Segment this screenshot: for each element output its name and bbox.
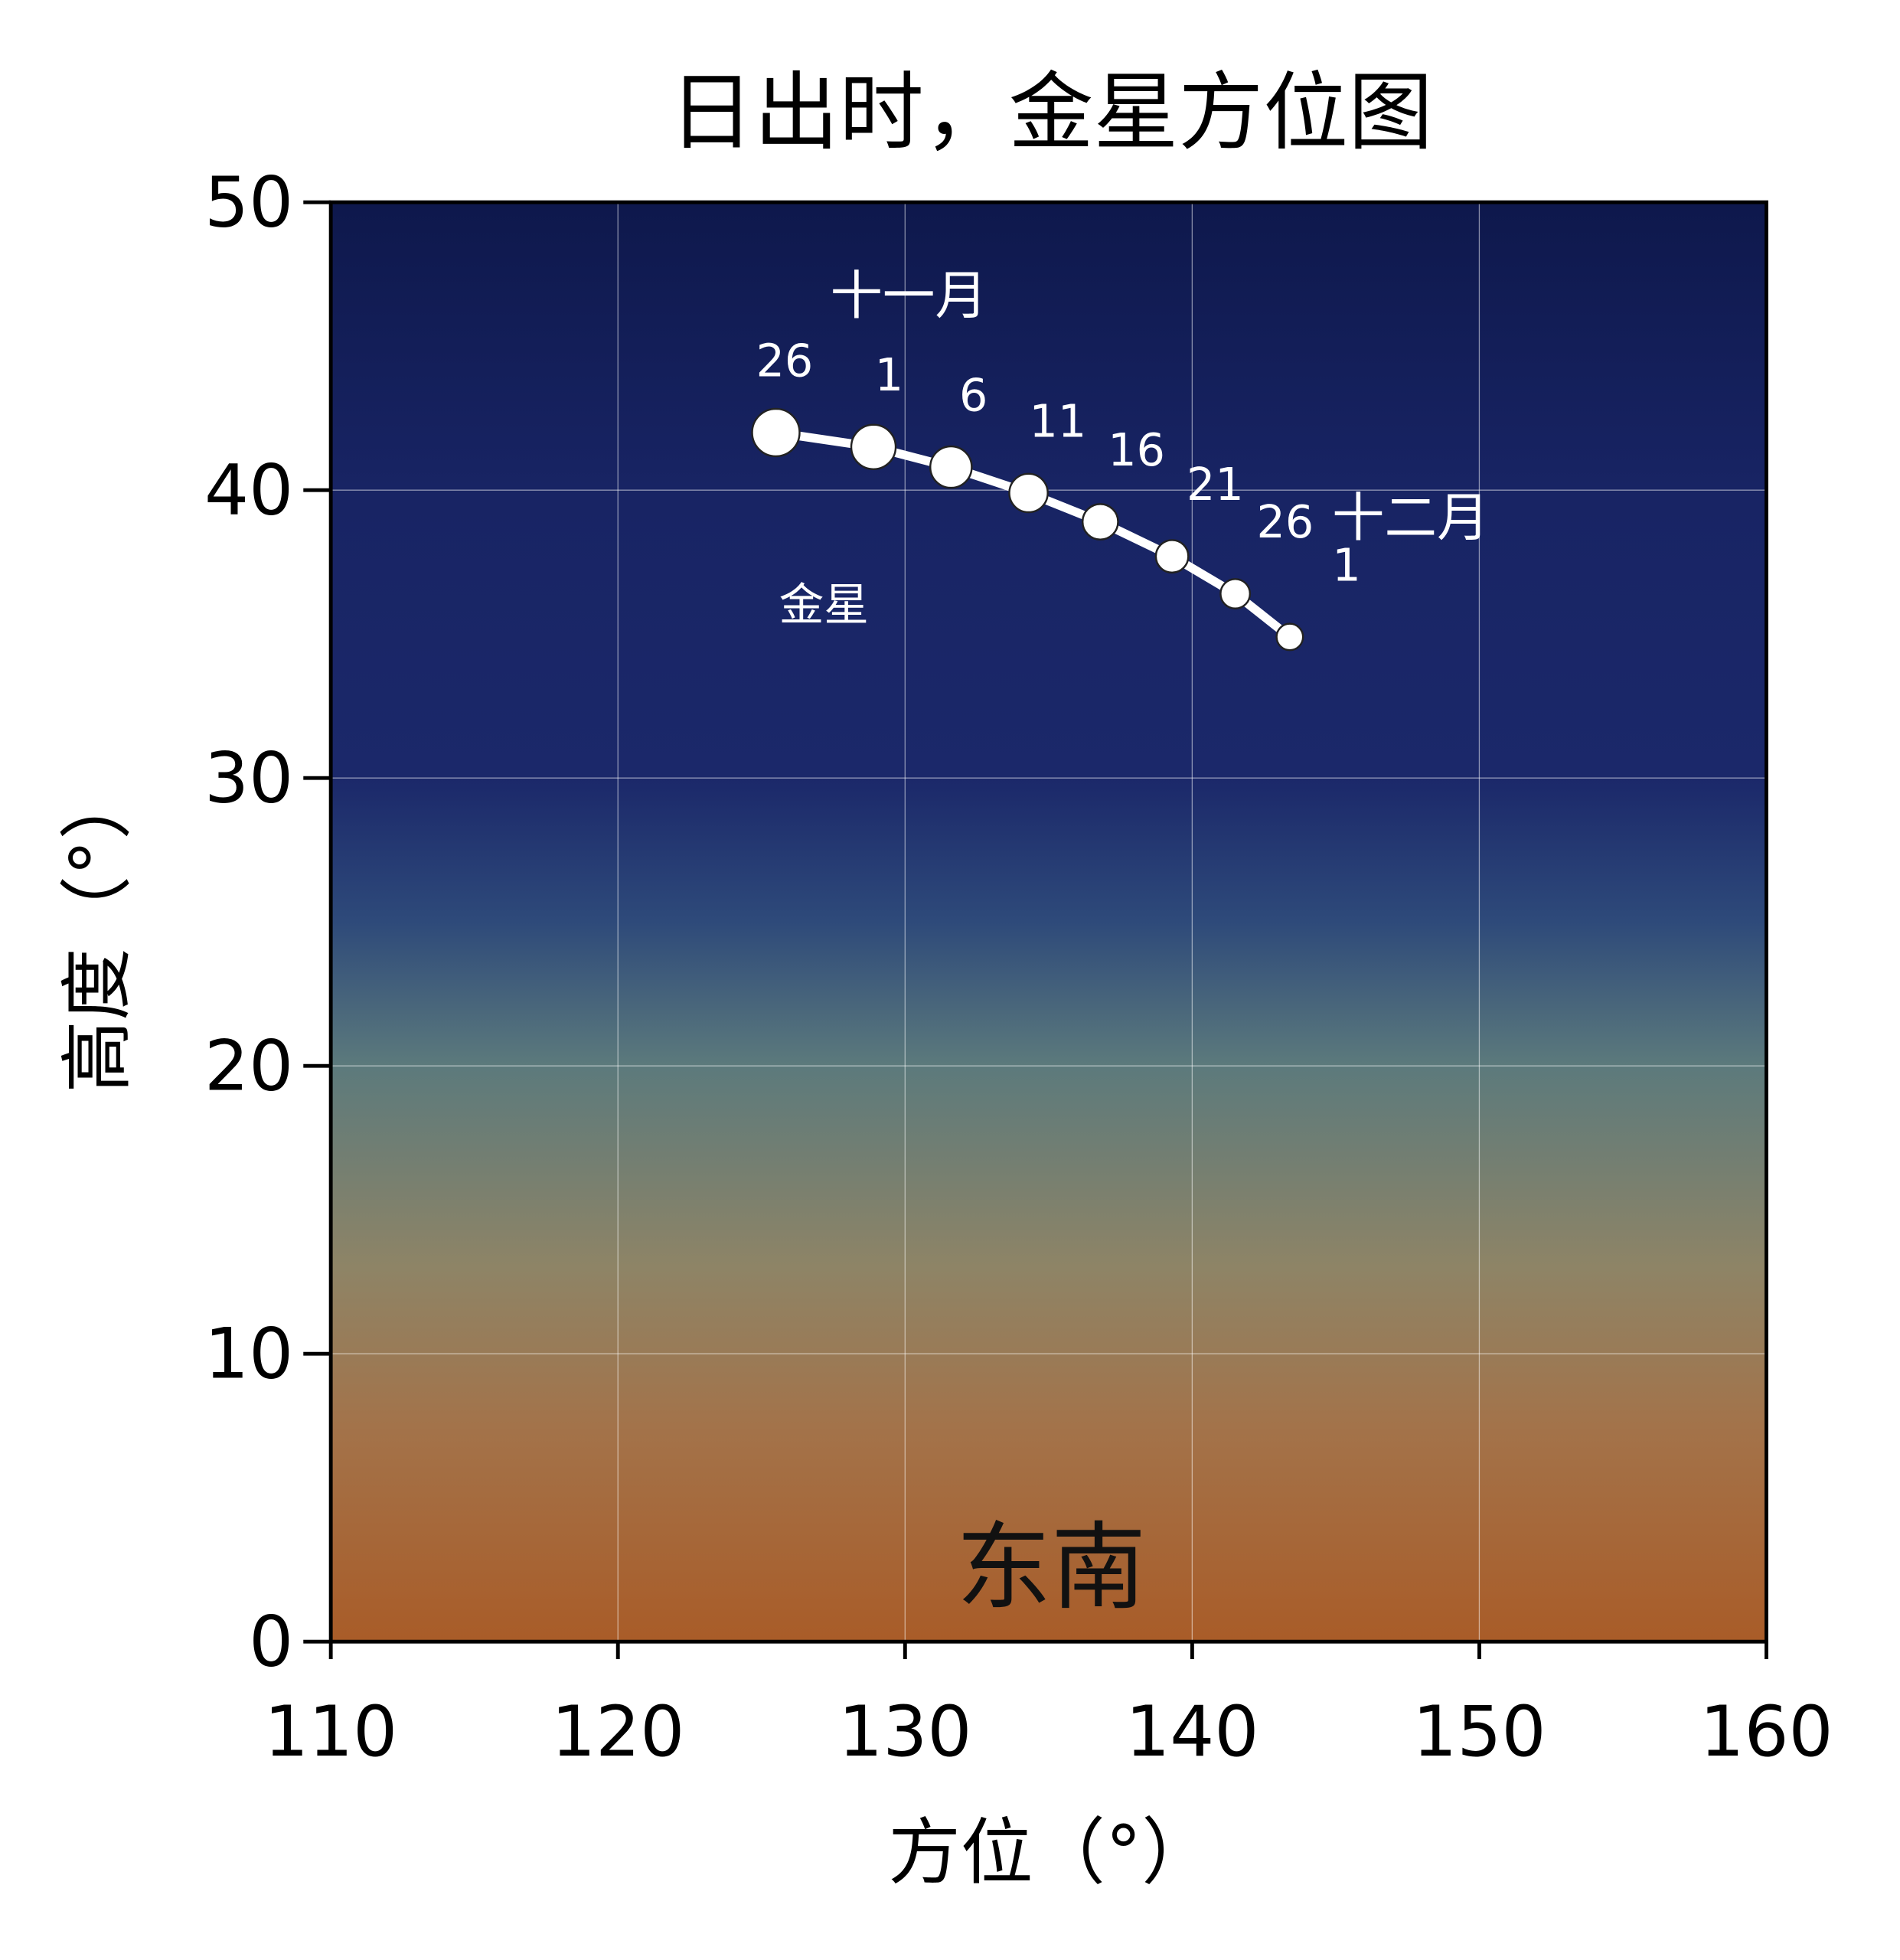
data-point bbox=[751, 407, 801, 458]
y-tick-label: 20 bbox=[204, 1025, 293, 1107]
data-point bbox=[1008, 472, 1049, 514]
point-label: 26 bbox=[1257, 496, 1314, 548]
y-tick-label: 50 bbox=[204, 162, 293, 243]
x-tick-label: 120 bbox=[551, 1690, 684, 1772]
x-axis-label: 方位（°） bbox=[888, 1811, 1214, 1895]
point-label: 26 bbox=[756, 335, 814, 387]
x-tick-label: 110 bbox=[264, 1690, 397, 1772]
point-label: 1 bbox=[1332, 539, 1360, 591]
data-point bbox=[1081, 503, 1119, 541]
x-tick-label: 130 bbox=[838, 1690, 971, 1772]
data-point bbox=[1275, 622, 1304, 652]
point-label: 21 bbox=[1187, 459, 1244, 511]
y-axis-label: 高度（°） bbox=[56, 767, 140, 1093]
annotation: 东南 bbox=[956, 1513, 1146, 1623]
y-tick-label: 30 bbox=[204, 737, 293, 819]
x-tick-label: 150 bbox=[1412, 1690, 1546, 1772]
data-point bbox=[1219, 578, 1252, 609]
x-tick-label: 140 bbox=[1125, 1690, 1259, 1772]
series-name: 金星 bbox=[779, 579, 869, 631]
annotation: 十二月 bbox=[1332, 488, 1489, 549]
data-point bbox=[929, 445, 973, 489]
point-label: 11 bbox=[1030, 395, 1087, 447]
point-label: 6 bbox=[959, 370, 988, 422]
y-tick-label: 10 bbox=[204, 1313, 293, 1395]
data-point bbox=[1154, 539, 1190, 574]
plot-frame bbox=[328, 200, 1768, 1644]
plot-background bbox=[331, 202, 1767, 1642]
point-label: 1 bbox=[875, 349, 903, 401]
y-tick-label: 0 bbox=[249, 1601, 293, 1683]
point-label: 16 bbox=[1108, 424, 1165, 476]
annotation: 十一月 bbox=[830, 266, 987, 327]
x-tick-label: 160 bbox=[1699, 1690, 1833, 1772]
data-point bbox=[850, 423, 897, 471]
chart-title: 日出时，金星方位图 bbox=[669, 64, 1433, 162]
y-tick-label: 40 bbox=[204, 449, 293, 531]
